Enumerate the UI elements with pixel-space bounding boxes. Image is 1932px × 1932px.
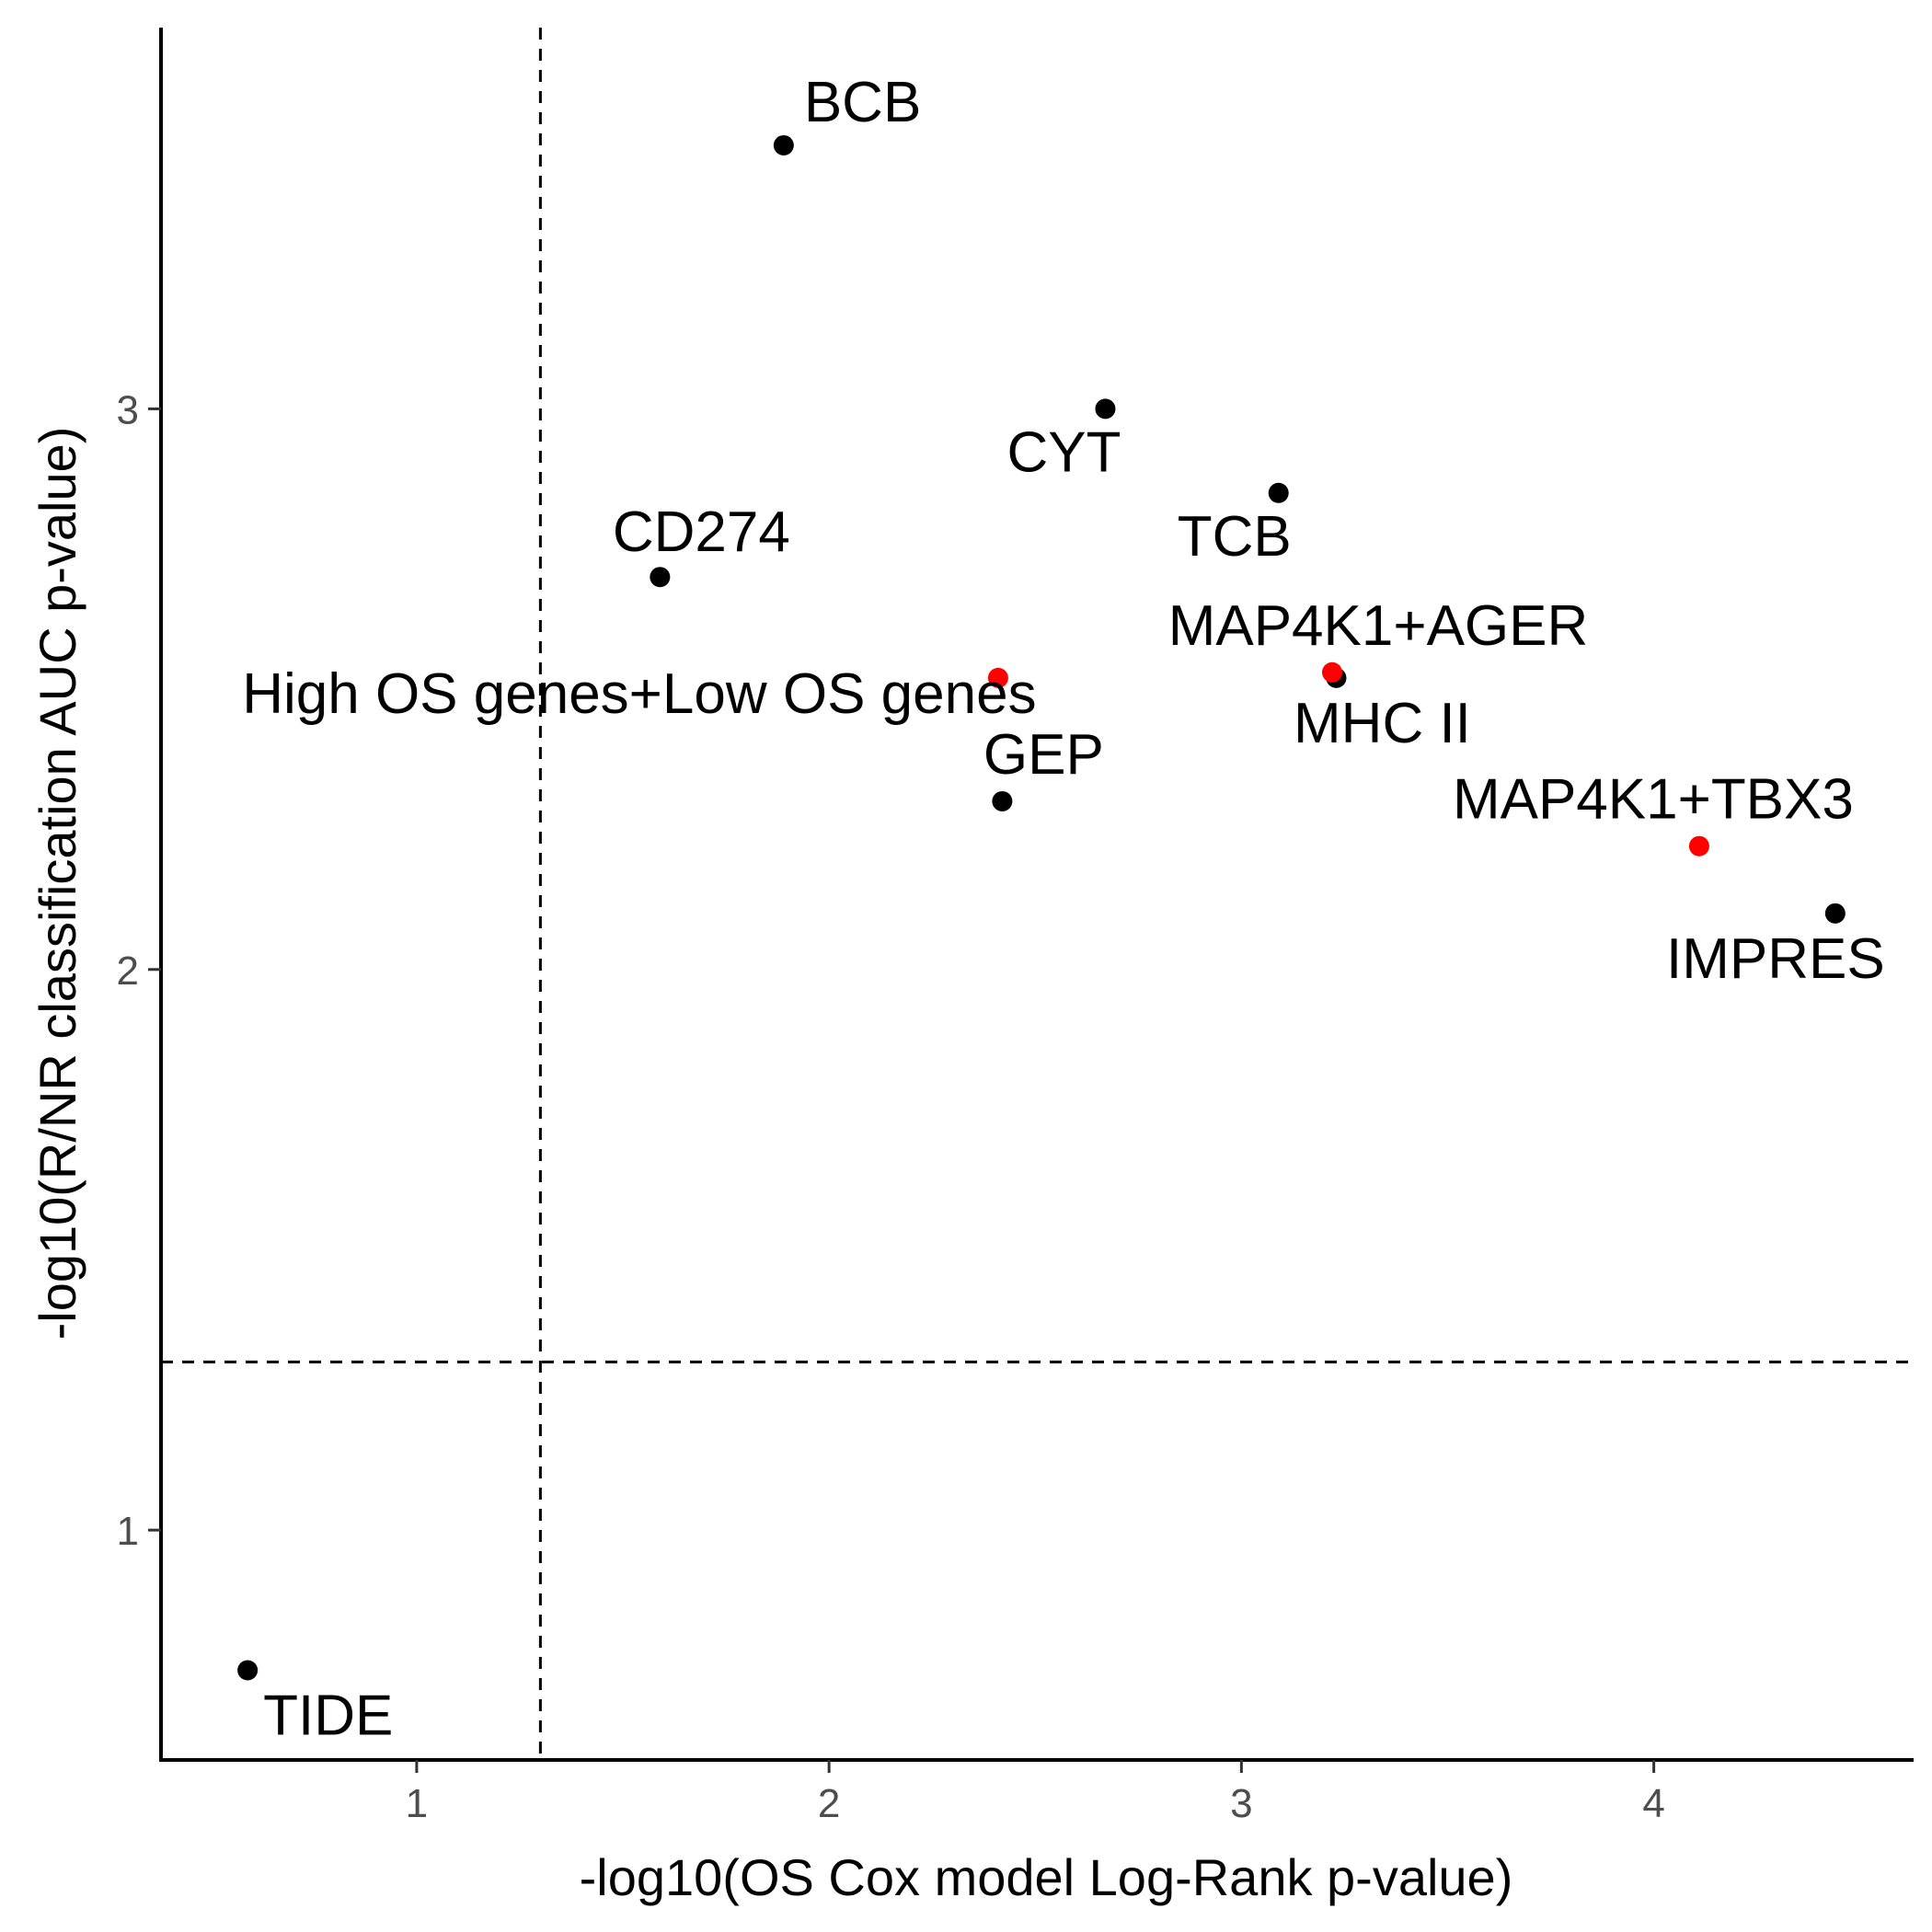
y-tick-label: 3 (117, 387, 139, 432)
axes (159, 28, 1914, 1762)
point-high-os-genes-low-os-genes (987, 667, 1008, 688)
y-axis-title: -log10(R/NR classification AUC p-value) (29, 427, 86, 1340)
label-tcb: TCB (1178, 505, 1292, 569)
point-bcb (773, 134, 794, 155)
y-tick-label: 2 (117, 949, 139, 994)
y-tick-label: 1 (117, 1509, 139, 1554)
point-tcb (1268, 482, 1289, 503)
label-impres: IMPRES (1666, 927, 1885, 991)
x-tick-label: 1 (406, 1781, 428, 1826)
point-gep (992, 790, 1013, 811)
reference-lines (161, 28, 1914, 1760)
point-cyt (1095, 398, 1116, 420)
label-gep: GEP (983, 723, 1104, 787)
x-axis-title: -log10(OS Cox model Log-Rank p-value) (580, 1848, 1513, 1906)
point-tide (237, 1660, 259, 1681)
point-map4k1-tbx3 (1688, 835, 1709, 857)
label-bcb: BCB (804, 71, 921, 134)
label-tide: TIDE (263, 1684, 393, 1747)
label-mhc-ii: MHC II (1294, 692, 1471, 755)
label-map4k1-tbx3: MAP4K1+TBX3 (1453, 768, 1854, 832)
point-map4k1-ager (1321, 661, 1342, 683)
x-tick-label: 4 (1642, 1781, 1664, 1826)
ticks: 1 2 3 4 1 2 3 (117, 387, 1665, 1826)
label-cyt: CYT (1006, 420, 1121, 484)
label-map4k1-ager: MAP4K1+AGER (1168, 594, 1589, 658)
point-labels: BCB CYT TCB CD274 MHC II MAP4K1+AGER High OS g… (242, 71, 1884, 1748)
label-cd274: CD274 (613, 500, 790, 564)
data-points (237, 134, 1846, 1681)
x-tick-label: 2 (818, 1781, 840, 1826)
x-tick-label: 3 (1230, 1781, 1252, 1826)
label-high-os-genes-low-os-genes: High OS genes+Low OS genes (242, 662, 1036, 726)
point-impres (1824, 903, 1846, 924)
point-cd274 (650, 567, 671, 588)
